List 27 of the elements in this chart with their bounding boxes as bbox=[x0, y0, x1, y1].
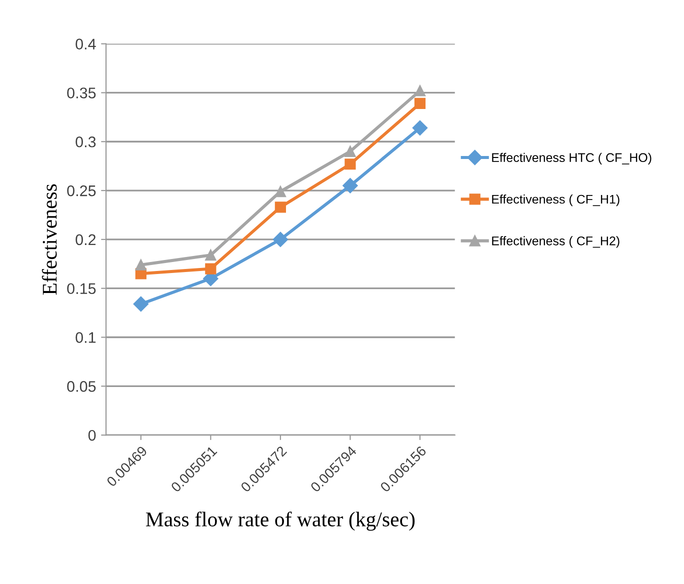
point bbox=[414, 85, 426, 96]
y-tick-label: 0.25 bbox=[67, 185, 96, 196]
y-tick-label: 0.3 bbox=[76, 136, 96, 148]
y-tick-label: 0.4 bbox=[76, 38, 96, 50]
point bbox=[135, 259, 146, 270]
point bbox=[342, 178, 358, 194]
point bbox=[344, 146, 356, 157]
legend-label: Effectiveness ( CF_H2) bbox=[492, 236, 620, 248]
point bbox=[414, 98, 426, 110]
point bbox=[205, 250, 216, 261]
point bbox=[274, 186, 286, 198]
point bbox=[272, 232, 288, 248]
point bbox=[412, 120, 428, 136]
legend-label: Effectiveness HTC ( CF_HO) bbox=[492, 152, 652, 164]
y-tick-label: 0.1 bbox=[76, 332, 96, 343]
y-axis-title: Effectiveness bbox=[42, 184, 57, 295]
y-tick-label: 0.2 bbox=[76, 234, 96, 246]
y-tick-label: 0 bbox=[88, 430, 96, 441]
point bbox=[274, 202, 286, 213]
point bbox=[205, 263, 216, 274]
point bbox=[133, 296, 148, 312]
point bbox=[344, 158, 356, 170]
y-tick-label: 0.05 bbox=[67, 381, 96, 392]
y-tick-label: 0.15 bbox=[67, 283, 96, 294]
x-axis-title: Mass flow rate of water (kg/sec) bbox=[146, 512, 415, 531]
legend-label: Effectiveness ( CF_H1) bbox=[492, 194, 620, 206]
y-tick-label: 0.35 bbox=[67, 88, 96, 98]
